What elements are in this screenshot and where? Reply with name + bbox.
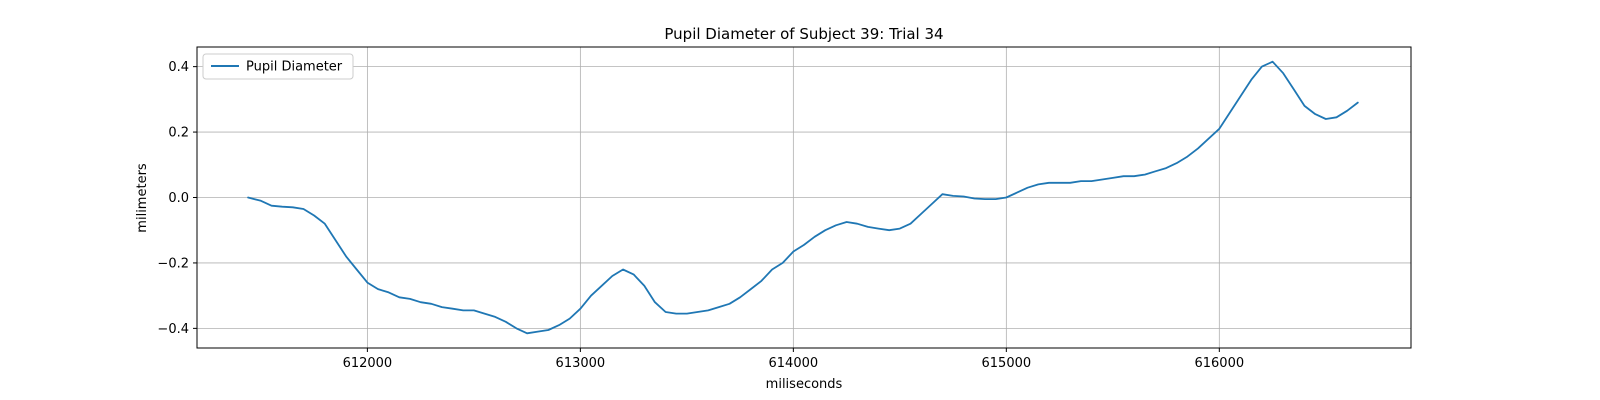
y-tick-label: −0.2 — [157, 256, 189, 271]
x-tick-label: 612000 — [343, 356, 393, 371]
x-tick-label: 614000 — [769, 356, 819, 371]
y-tick-label: 0.0 — [168, 191, 189, 206]
y-axis-label: milimeters — [135, 163, 150, 233]
y-tick-label: 0.2 — [168, 126, 189, 141]
legend: Pupil Diameter — [202, 53, 354, 80]
series-line-pupil-diameter — [247, 60, 1359, 335]
x-tick-label: 616000 — [1194, 356, 1244, 371]
y-axis-ticks: −0.4 −0.2 0.0 0.2 0.4 — [157, 60, 197, 337]
y-tick-label: 0.4 — [168, 60, 189, 75]
x-tick-label: 615000 — [982, 356, 1032, 371]
x-tick-label: 613000 — [556, 356, 606, 371]
legend-box — [202, 53, 354, 80]
grid-lines — [197, 47, 1411, 348]
y-tick-label: −0.4 — [157, 322, 189, 337]
series-layer — [247, 60, 1359, 335]
chart-title: Pupil Diameter of Subject 39: Trial 34 — [664, 25, 943, 43]
x-axis-label: miliseconds — [766, 377, 843, 392]
x-axis-ticks: 612000 613000 614000 615000 616000 — [343, 348, 1244, 371]
legend-entry: Pupil Diameter — [246, 60, 343, 75]
